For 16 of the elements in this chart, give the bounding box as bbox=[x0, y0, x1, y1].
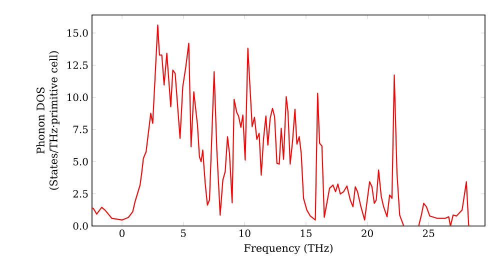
x-tick-label: 10 bbox=[240, 230, 250, 238]
x-tick-label: 20 bbox=[362, 230, 373, 238]
y-tick-label: 5.0 bbox=[73, 158, 88, 166]
y-tick-label: 12.5 bbox=[68, 61, 88, 69]
y-axis-title: Phonon DOS (States/THz·primitive cell) bbox=[36, 51, 60, 190]
y-tick-label: 15.0 bbox=[68, 29, 88, 37]
line-series bbox=[92, 24, 486, 226]
y-tick-label: 2.5 bbox=[73, 190, 88, 198]
x-axis-title: Frequency (THz) bbox=[244, 244, 333, 254]
y-tick-label: 10.0 bbox=[68, 94, 88, 102]
x-tick-label: 15 bbox=[300, 230, 312, 238]
x-tick-label: 25 bbox=[422, 230, 434, 238]
x-tick-label: 5 bbox=[181, 230, 186, 237]
x-tick-label: 0 bbox=[120, 230, 125, 238]
y-tick-label: 0.0 bbox=[73, 222, 88, 230]
y-tick-label: 7.5 bbox=[73, 126, 88, 134]
